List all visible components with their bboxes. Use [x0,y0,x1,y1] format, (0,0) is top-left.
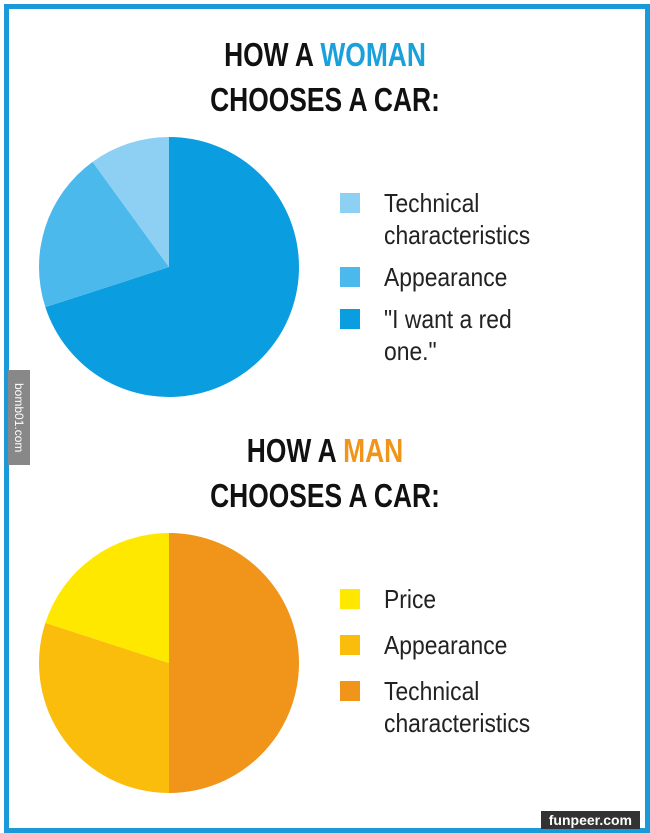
legend-label: "I want a red one." [384,304,512,366]
legend-item: Appearance [340,629,570,661]
pie-slice [169,533,299,793]
legend-item: Price [340,583,570,615]
title-line: CHOOSES A CAR: [210,81,440,118]
legend-item: "I want a red one." [340,303,570,367]
title-line: CHOOSES A CAR: [210,477,440,514]
pie-slice [45,137,299,397]
legend-item: Technical characteristics [340,187,570,251]
title-line: HOW A WOMAN [65,32,585,77]
legend-label: Appearance [384,262,508,292]
title-highlight: WOMAN [320,36,426,73]
legend-swatch [340,681,360,701]
pie-slice [92,137,169,267]
legend-swatch [340,635,360,655]
title-text: HOW A [224,36,314,73]
title-text: HOW A [246,432,336,469]
watermark: bomb01.com [8,370,30,465]
chart-title: HOW A MAN CHOOSES A CAR: [65,428,585,518]
pie-slice [38,622,169,793]
legend-label: Technical characteristics [384,188,531,250]
pie-slice [38,161,169,308]
frame [4,4,650,833]
legend-swatch [340,267,360,287]
legend-label: Appearance [384,630,508,660]
legend-swatch [340,193,360,213]
legend-swatch [340,309,360,329]
watermark: funpeer.com [540,811,640,829]
legend: Price Appearance Technical characteristics [340,583,570,739]
legend-label: Price [384,584,437,614]
chart-title: HOW A WOMAN CHOOSES A CAR: [65,32,585,122]
title-highlight: MAN [343,432,404,469]
legend-label: Technical characteristics [384,676,531,738]
legend-item: Technical characteristics [340,675,570,739]
legend-swatch [340,589,360,609]
legend-item: Appearance [340,261,570,293]
legend: Technical characteristics Appearance "I wa… [340,187,570,367]
pie-slice [45,533,169,663]
title-line: HOW A MAN [65,428,585,473]
